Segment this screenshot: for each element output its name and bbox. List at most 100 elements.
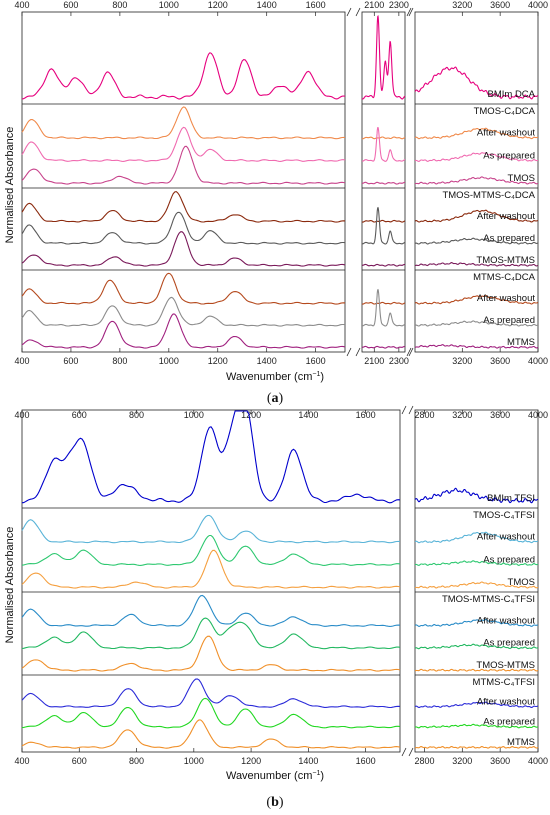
series-label: After washout — [477, 532, 535, 543]
bottom-tick-label: 800 — [112, 356, 127, 366]
panel-label-a: (a) — [267, 391, 284, 406]
spectrum-line — [414, 237, 538, 245]
bottom-tick-label: 1600 — [306, 356, 326, 366]
bottom-tick-label: 3200 — [452, 756, 472, 766]
spectrum-line — [21, 190, 346, 223]
spectrum-line — [21, 635, 401, 672]
spectrum-line — [21, 617, 401, 650]
spectrum-line — [21, 594, 401, 627]
bottom-tick-label: 1000 — [159, 356, 179, 366]
axis-break-mark — [408, 747, 414, 757]
spectrum-line — [21, 719, 401, 749]
top-tick-label: 1200 — [208, 0, 228, 10]
top-tick-label: 2300 — [389, 0, 409, 10]
bottom-tick-label: 3200 — [452, 356, 472, 366]
y-axis-label-a: Normalised Absorbance — [4, 127, 16, 244]
y-axis-label-b: Normalised Absorbance — [4, 527, 16, 644]
plot-frame — [21, 409, 401, 753]
spectrum-line — [414, 295, 538, 305]
series-label: TMOS-MTMS — [476, 255, 535, 266]
top-tick-label: 600 — [72, 410, 87, 420]
spectrum-line — [414, 127, 538, 140]
axis-break-mark — [406, 7, 412, 17]
axis-break-mark — [346, 7, 352, 17]
bottom-tick-label: 1400 — [298, 756, 318, 766]
bottom-tick-label: 1000 — [184, 756, 204, 766]
axis-break-mark — [408, 347, 414, 357]
series-label: TMOS — [508, 577, 535, 588]
spectrum-line — [414, 723, 538, 729]
series-label: TMOS — [508, 173, 535, 184]
bottom-tick-label: 2800 — [414, 756, 434, 766]
spectrum-line — [414, 176, 539, 185]
spectrum-line — [362, 263, 405, 267]
top-tick-label: 3200 — [452, 410, 472, 420]
spectrum-line — [21, 697, 401, 729]
bottom-tick-label: 1200 — [241, 756, 261, 766]
top-tick-label: 3200 — [452, 0, 472, 10]
bottom-tick-label: 600 — [63, 356, 78, 366]
spectrum-line — [361, 219, 406, 223]
bottom-tick-label: 4000 — [528, 356, 548, 366]
bottom-tick-label: 1600 — [356, 756, 376, 766]
spectrum-line — [414, 66, 538, 100]
top-tick-label: 1000 — [184, 410, 204, 420]
group-title: TMOS-MTMS-C₄TFSI — [442, 594, 535, 605]
axis-break-mark — [401, 405, 407, 415]
spectrum-line — [21, 678, 401, 709]
spectrum-line — [21, 272, 346, 305]
spectrum-line — [361, 301, 406, 305]
panel-a: 400 400 600 600 800 800 1000 1000 1200 1200 1400 14… — [14, 0, 548, 366]
spectrum-line — [414, 746, 539, 749]
series-label: As prepared — [483, 315, 535, 326]
group-title: MTMS-C₄DCA — [473, 272, 536, 283]
top-tick-label: 400 — [14, 410, 29, 420]
spectrum-line — [21, 211, 346, 245]
axis-break-mark — [401, 747, 407, 757]
spectrum-line — [361, 15, 406, 100]
spectrum-line — [21, 145, 346, 185]
spectrum-line — [21, 549, 401, 589]
axis-break-mark — [355, 7, 361, 17]
series-label: After washout — [477, 128, 535, 139]
plot-frame — [414, 409, 539, 753]
top-tick-label: 800 — [112, 0, 127, 10]
series-label: MTMS — [507, 337, 535, 348]
spectrum-line — [21, 231, 346, 267]
series-label: TMOS-MTMS — [476, 660, 535, 671]
spectrum-line — [414, 531, 538, 544]
spectrum-line — [414, 152, 538, 162]
top-tick-label: 1600 — [306, 0, 326, 10]
spectrum-line — [414, 668, 539, 672]
series-label: After washout — [477, 293, 535, 304]
group-title: MTMS-C₄TFSI — [473, 677, 535, 688]
spectrum-line — [414, 344, 539, 349]
top-tick-label: 800 — [129, 410, 144, 420]
spectrum-line — [21, 410, 401, 504]
series-label: As prepared — [483, 150, 535, 161]
axis-break-mark — [406, 347, 412, 357]
bottom-tick-label: 3600 — [490, 356, 510, 366]
spectrum-line — [414, 701, 538, 708]
spectrum-line — [21, 126, 346, 162]
axis-break-mark — [408, 405, 414, 415]
spectrum-line — [414, 581, 539, 589]
spectrum-line — [21, 534, 401, 566]
top-tick-label: 1600 — [356, 410, 376, 420]
spectrum-line — [414, 262, 539, 267]
spectrum-line — [414, 560, 538, 566]
series-label: As prepared — [483, 717, 535, 728]
top-tick-label: 1400 — [257, 0, 277, 10]
top-tick-label: 4000 — [528, 0, 548, 10]
x-axis-label-b: Wavenumber (cm−1) — [226, 770, 324, 782]
series-label: After washout — [477, 696, 535, 707]
bottom-tick-label: 1400 — [257, 356, 277, 366]
bottom-tick-label: 2300 — [389, 356, 409, 366]
axis-break-mark — [346, 347, 352, 357]
bottom-tick-label: 2100 — [364, 356, 384, 366]
group-title: TMOS-C₄DCA — [474, 106, 536, 117]
top-tick-label: 1000 — [159, 0, 179, 10]
top-tick-label: 2800 — [414, 410, 434, 420]
top-tick-label: 400 — [14, 0, 29, 10]
